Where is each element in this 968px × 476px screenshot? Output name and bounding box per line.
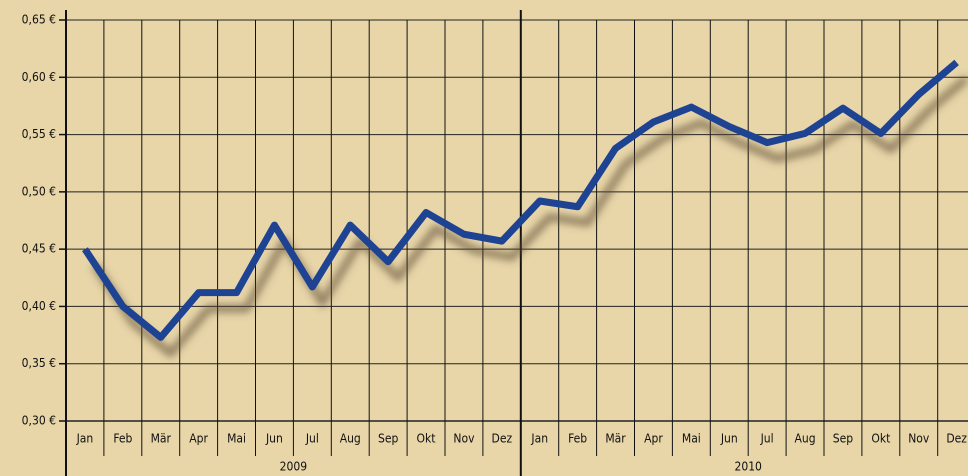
y-tick-label: 0,30 € [22,414,56,428]
y-tick-label: 0,45 € [22,242,56,256]
x-tick-label: Okt [417,432,436,446]
x-tick-label: Jan [76,432,94,446]
group-label: 2009 [280,460,308,474]
line [82,59,959,341]
x-tick-label: Feb [568,432,587,446]
x-tick-label: Dez [492,432,513,446]
x-tick-label: Jan [530,432,548,446]
x-tick-label: Apr [644,432,663,446]
y-tick-label: 0,50 € [22,184,56,198]
y-tick-label: 0,35 € [22,356,56,370]
line-shadow [91,75,968,358]
y-tick-label: 0,40 € [22,299,56,313]
x-tick-label: Jul [760,432,774,446]
x-tick-label: Mär [605,432,626,446]
x-tick-label: Jun [720,432,738,446]
x-tick-label: Feb [113,432,132,446]
x-tick-label: Nov [908,432,930,446]
x-tick-label: Sep [378,432,399,446]
x-tick-label: Okt [871,432,890,446]
group-label: 2010 [734,460,762,474]
x-tick-label: Apr [189,432,208,446]
x-tick-label: Mai [227,432,246,446]
x-tick-label: Jul [305,432,319,446]
x-tick-label: Aug [340,432,361,446]
x-tick-label: Mär [151,432,172,446]
y-tick-label: 0,55 € [22,127,56,141]
x-tick-label: Aug [795,432,816,446]
x-tick-label: Dez [946,432,967,446]
x-tick-label: Jun [265,432,283,446]
x-tick-label: Mai [682,432,701,446]
x-tick-label: Sep [833,432,854,446]
x-tick-label: Nov [453,432,475,446]
y-tick-label: 0,60 € [22,70,56,84]
y-tick-label: 0,65 € [22,13,56,27]
